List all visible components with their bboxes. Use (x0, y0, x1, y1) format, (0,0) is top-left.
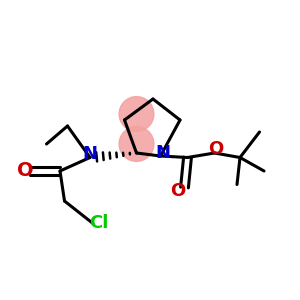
Text: O: O (170, 182, 185, 200)
Text: O: O (17, 161, 34, 181)
Circle shape (119, 97, 154, 131)
Circle shape (119, 127, 154, 161)
Text: Cl: Cl (89, 214, 108, 232)
Text: N: N (155, 144, 170, 162)
Text: N: N (82, 145, 98, 163)
Text: O: O (208, 140, 224, 158)
